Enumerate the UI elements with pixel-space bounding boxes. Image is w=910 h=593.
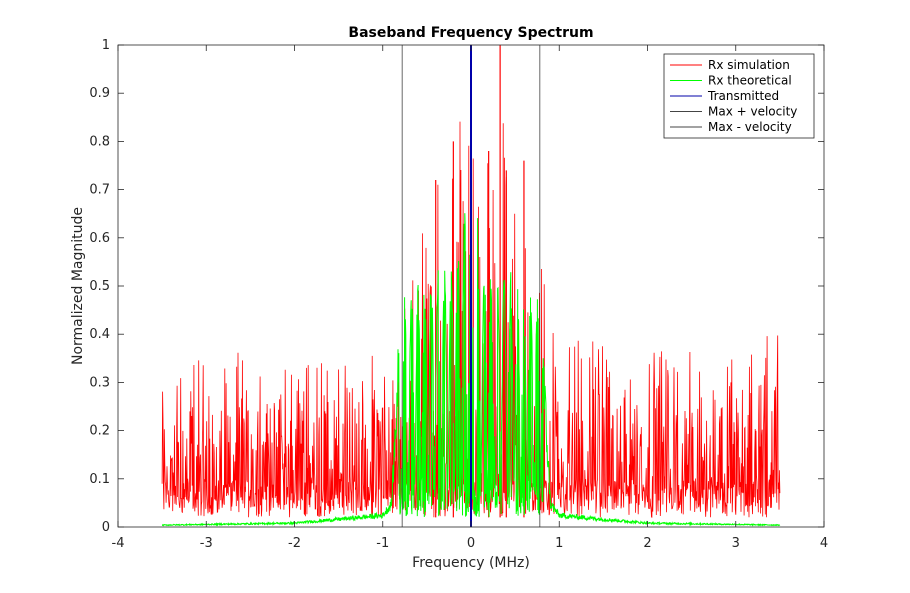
- y-tick-label: 0.8: [89, 134, 110, 149]
- x-tick-label: -2: [288, 536, 301, 551]
- x-tick-label: 1: [555, 536, 563, 551]
- x-tick-label: 3: [732, 536, 740, 551]
- legend-label: Transmitted: [707, 89, 779, 103]
- axes: -4 -3 -2 -1 0 1 2 3 4 0 0.1 0.2 0.3 0.4 0.5 0.6 0.7 0.8 0.…: [89, 38, 828, 551]
- y-tick-label: 0.3: [89, 375, 110, 390]
- x-tick-label: 4: [820, 536, 828, 551]
- legend-label: Max + velocity: [708, 105, 797, 119]
- y-tick-label: 0.7: [89, 183, 110, 198]
- y-tick-label: 0.6: [89, 231, 110, 246]
- legend-label: Rx theoretical: [708, 74, 792, 88]
- legend-label: Max - velocity: [708, 120, 792, 134]
- y-axis-label: Normalized Magnitude: [70, 207, 86, 365]
- y-tick-label: 0: [102, 520, 110, 535]
- legend-label: Rx simulation: [708, 58, 790, 72]
- series-group: [161, 45, 781, 527]
- y-tick-label: 0.9: [89, 86, 110, 101]
- x-tick-label: 2: [643, 536, 651, 551]
- plot-area: [161, 45, 781, 527]
- y-tick-label: 0.4: [89, 327, 110, 342]
- y-tick-label: 0.1: [89, 472, 110, 487]
- x-tick-label: -4: [112, 536, 125, 551]
- x-tick-label: -1: [376, 536, 389, 551]
- y-tick-label: 1: [102, 38, 110, 53]
- chart-title: Baseband Frequency Spectrum: [348, 25, 593, 41]
- y-tick-label: 0.5: [89, 279, 110, 294]
- y-tick-label: 0.2: [89, 424, 110, 439]
- x-tick-label: -3: [200, 536, 213, 551]
- x-axis-label: Frequency (MHz): [412, 555, 530, 571]
- x-tick-label: 0: [467, 536, 475, 551]
